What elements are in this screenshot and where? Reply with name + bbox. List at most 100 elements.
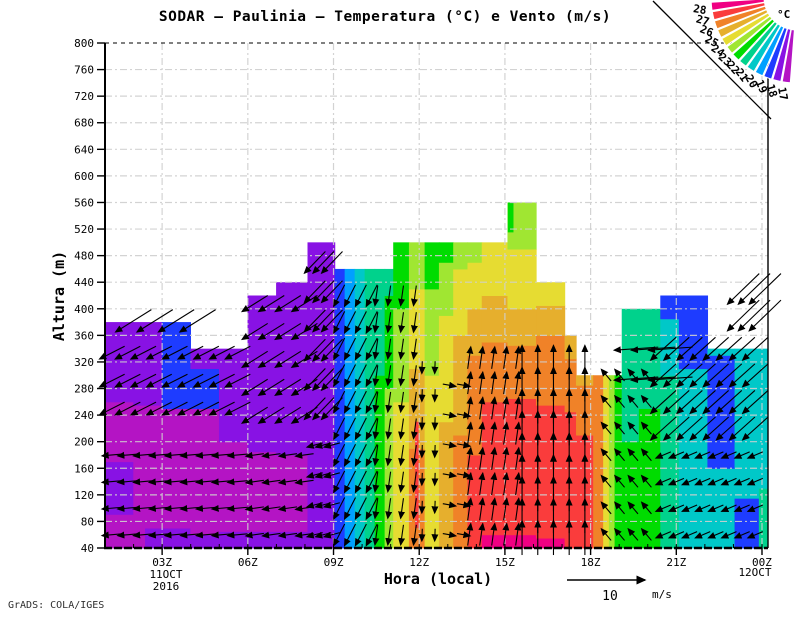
y-tick-label: 280: [74, 383, 94, 396]
wind-arrow: [372, 444, 380, 467]
wind-arrow: [466, 396, 474, 420]
wind-arrow: [737, 273, 771, 306]
wind-arrow: [240, 406, 268, 424]
contour-cell: [536, 538, 566, 549]
wind-arrow: [490, 471, 498, 496]
wind-arrow: [478, 471, 486, 496]
contour-cell: [467, 308, 483, 356]
chart-title: SODAR – Paulinia – Temperatura (°C) e Ve…: [159, 9, 611, 25]
wind-arrow: [410, 524, 418, 547]
y-tick-label: 360: [74, 329, 94, 342]
wind-arrow: [372, 285, 380, 307]
wind-arrow: [627, 527, 639, 541]
wind-arrow: [640, 501, 652, 515]
wind-arrow: [322, 442, 340, 449]
contour-cell: [614, 375, 623, 549]
contour-cell: [638, 408, 661, 549]
contour-cell: [481, 534, 509, 549]
fan-tick-label: 27: [695, 12, 711, 28]
y-tick-label: 40: [81, 542, 94, 555]
y-tick-label: 520: [74, 223, 94, 236]
wind-arrow: [410, 312, 418, 334]
fan-tick-label: 18: [764, 83, 780, 99]
contour-cell: [564, 411, 577, 549]
wind-arrow: [398, 365, 406, 387]
contour-cell: [374, 268, 386, 376]
wind-arrow: [502, 396, 510, 420]
fan-color-wedge: [726, 15, 773, 55]
wind-arrow: [135, 309, 174, 333]
wind-arrow: [466, 497, 474, 521]
wind-arrow: [176, 401, 204, 416]
wind-arrow: [333, 311, 346, 335]
contour-cell: [384, 388, 394, 549]
wind-arrow: [244, 478, 264, 486]
y-tick-label: 400: [74, 303, 94, 316]
wind-arrow: [274, 406, 302, 424]
wind-arrow: [502, 370, 510, 395]
wind-arrow: [410, 285, 418, 307]
wind-arrow: [114, 345, 141, 360]
contour-cell: [678, 295, 709, 370]
wind-arrow: [627, 474, 639, 488]
wind-arrow: [442, 381, 458, 389]
wind-arrow: [365, 311, 378, 335]
fan-color-wedge: [754, 25, 785, 77]
wind-arrow: [728, 336, 756, 362]
contour-cell: [218, 531, 249, 549]
wind-arrow: [312, 309, 335, 333]
wind-arrow: [98, 401, 125, 416]
ref-vector-value: 10: [602, 589, 618, 604]
wind-arrow: [240, 350, 268, 369]
wind-arrow: [456, 501, 472, 509]
wind-arrow: [303, 251, 326, 275]
x-tick-label: 21Z: [666, 556, 686, 569]
wind-arrow: [514, 345, 522, 369]
fan-color-wedge: [772, 28, 792, 83]
contour-cell: [638, 308, 661, 409]
wind-arrow: [640, 394, 652, 408]
y-tick-label: 560: [74, 196, 94, 209]
wind-arrow: [640, 527, 652, 541]
wind-arrow: [372, 524, 380, 547]
wind-arrow: [600, 448, 612, 462]
wind-arrow: [333, 523, 346, 547]
wind-arrow: [240, 295, 268, 313]
wind-arrow: [208, 401, 235, 416]
wind-arrows: [98, 251, 782, 556]
wind-arrow: [728, 390, 756, 415]
contour-cell: [453, 268, 469, 336]
wind-arrow: [257, 378, 285, 396]
fan-color-wedge: [746, 23, 782, 73]
gridlines: [105, 43, 768, 548]
reference-vector: 10 m/s: [567, 575, 672, 604]
wind-arrow: [145, 373, 172, 388]
wind-arrow: [226, 478, 248, 486]
wind-arrow: [145, 401, 172, 416]
wind-arrow: [640, 474, 652, 488]
wind-arrow: [502, 446, 510, 470]
wind-arrow: [675, 336, 703, 362]
wind-arrow: [365, 390, 378, 414]
wind-arrow: [662, 416, 690, 441]
x-tick-label: 18Z: [581, 556, 601, 569]
wind-arrow: [398, 391, 406, 414]
wind-arrow: [240, 322, 268, 341]
wind-arrow: [224, 345, 251, 360]
contour-cell: [247, 451, 277, 532]
wind-arrow: [274, 322, 302, 341]
wind-arrow: [600, 394, 612, 408]
wind-arrow: [354, 390, 367, 414]
wind-arrow: [98, 373, 125, 388]
wind-arrow: [208, 345, 235, 360]
wind-arrow: [176, 373, 204, 388]
wind-arrow: [385, 365, 393, 387]
wind-arrow: [98, 345, 125, 360]
wind-arrow: [261, 505, 281, 512]
wind-arrow: [490, 345, 498, 369]
fan-tick-label: 20: [742, 72, 760, 90]
contour-cell: [758, 488, 769, 549]
wind-arrow: [274, 295, 302, 313]
wind-arrow: [715, 390, 743, 415]
contour-cell: [334, 268, 346, 549]
